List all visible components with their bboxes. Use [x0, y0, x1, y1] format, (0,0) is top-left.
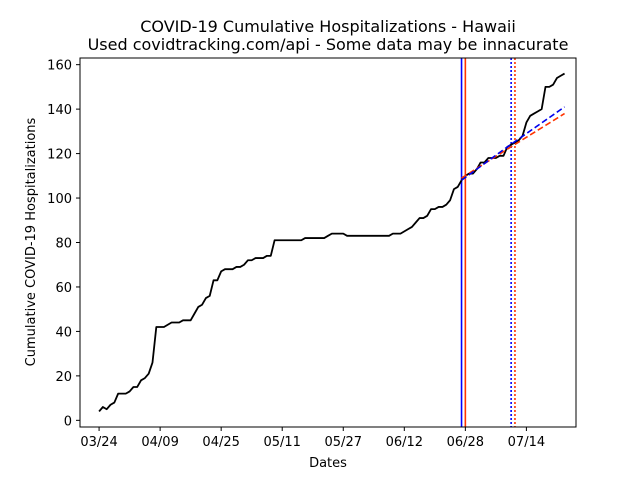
y-tick-label: 120: [47, 148, 72, 163]
x-tick-label: 04/09: [141, 435, 178, 450]
y-tick-label: 40: [55, 325, 72, 340]
x-axis: 03/24 04/09 04/25 05/11 05/27 06/12 06/28 07/14: [80, 427, 545, 450]
y-tick-label: 160: [47, 59, 72, 74]
y-tick-label: 20: [55, 370, 72, 385]
chart-title: COVID-19 Cumulative Hospitalizations - H…: [140, 17, 516, 36]
y-tick-label: 100: [47, 192, 72, 207]
hospitalizations-line: [98, 72, 566, 413]
x-tick-label: 06/28: [447, 435, 484, 450]
x-tick-label: 07/14: [508, 435, 545, 450]
x-tick-label: 06/12: [386, 435, 423, 450]
y-tick-label: 0: [64, 414, 72, 429]
x-tick-label: 03/24: [80, 435, 117, 450]
y-tick-label: 140: [47, 103, 72, 118]
y-axis-label: Cumulative COVID-19 Hospitalizations: [24, 117, 39, 366]
x-tick-label: 04/25: [202, 435, 239, 450]
plot-area: [98, 58, 566, 427]
x-axis-label: Dates: [309, 456, 347, 471]
projection-line: [461, 106, 566, 181]
x-tick-label: 05/27: [325, 435, 362, 450]
chart-subtitle: Used covidtracking.com/api - Some data m…: [88, 35, 569, 54]
y-tick-label: 80: [55, 237, 72, 252]
y-tick-label: 60: [55, 281, 72, 296]
x-tick-label: 05/11: [263, 435, 300, 450]
y-axis: 0 20 40 60 80 100 120 140 160: [47, 59, 80, 429]
